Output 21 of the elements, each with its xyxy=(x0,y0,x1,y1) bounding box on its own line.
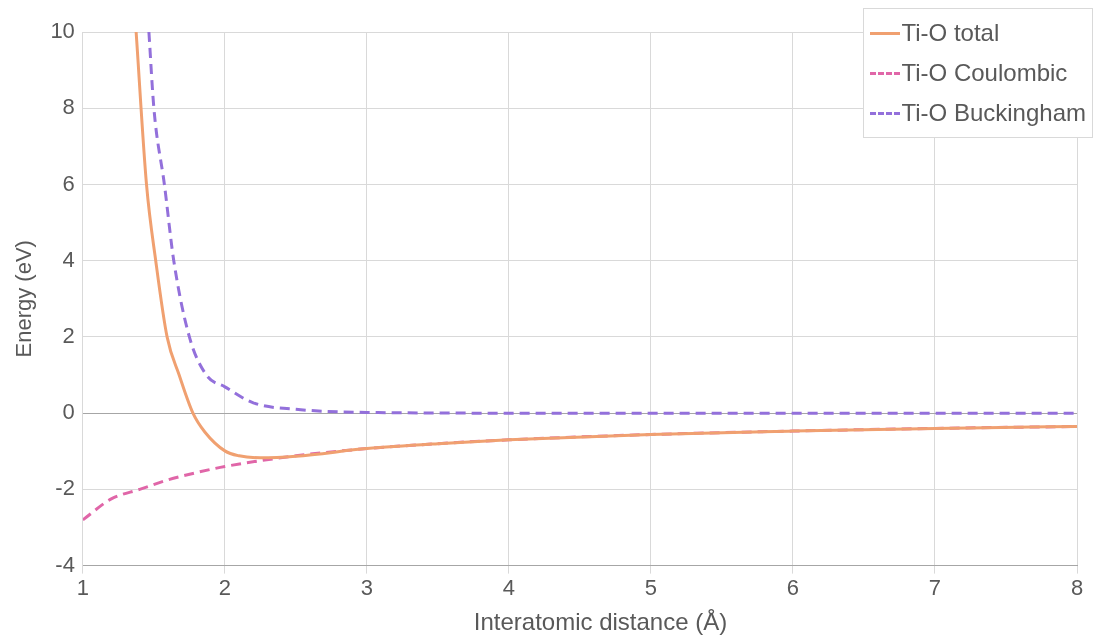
x-tick-label: 7 xyxy=(928,574,942,600)
y-tick-label: 6 xyxy=(62,170,75,196)
y-tick-label: -4 xyxy=(55,551,75,577)
legend-label: Ti-O total xyxy=(901,18,1000,48)
x-tick-label: 2 xyxy=(218,574,232,600)
x-axis-title: Interatomic distance (Å) xyxy=(472,608,729,636)
x-tick-label: 8 xyxy=(1070,574,1084,600)
y-tick-label: -2 xyxy=(55,475,75,501)
x-tick-label: 1 xyxy=(76,574,89,600)
y-tick-label: 4 xyxy=(62,246,75,272)
y-tick-label: 0 xyxy=(62,399,75,425)
legend-label: Ti-O Coulombic xyxy=(901,58,1068,88)
x-tick-label: 5 xyxy=(644,574,658,600)
y-tick-label: 2 xyxy=(62,322,75,348)
x-tick-label: 4 xyxy=(502,574,516,600)
x-tick-label: 6 xyxy=(786,574,800,600)
y-axis-title: Energy (eV) xyxy=(11,240,37,358)
y-tick-label: 8 xyxy=(62,94,75,120)
y-tick-label: 10 xyxy=(50,18,75,44)
legend-label: Ti-O Buckingham xyxy=(901,98,1086,128)
x-tick-label: 3 xyxy=(360,574,374,600)
